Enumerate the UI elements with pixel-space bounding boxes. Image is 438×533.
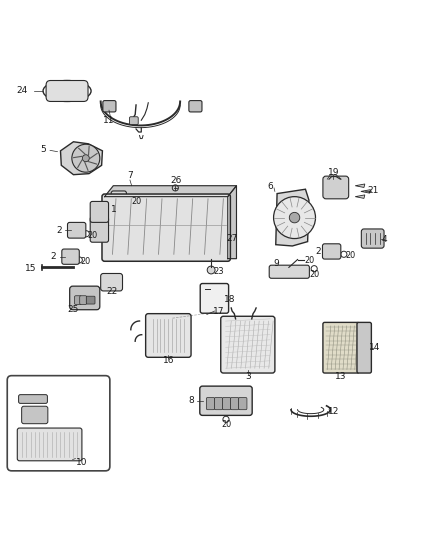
- Text: 2: 2: [56, 226, 62, 235]
- Circle shape: [113, 280, 117, 284]
- Circle shape: [24, 408, 32, 417]
- Text: 16: 16: [162, 356, 174, 365]
- Text: 18: 18: [224, 295, 236, 304]
- Text: 9: 9: [273, 259, 279, 268]
- FancyBboxPatch shape: [230, 398, 239, 410]
- FancyBboxPatch shape: [46, 80, 88, 101]
- Polygon shape: [355, 195, 365, 198]
- FancyBboxPatch shape: [206, 398, 215, 410]
- Text: 24: 24: [17, 86, 28, 95]
- Text: 17: 17: [213, 306, 225, 316]
- FancyBboxPatch shape: [103, 101, 116, 112]
- Circle shape: [208, 299, 211, 302]
- Circle shape: [220, 235, 226, 241]
- Circle shape: [207, 266, 215, 274]
- Polygon shape: [228, 185, 237, 259]
- FancyBboxPatch shape: [215, 398, 223, 410]
- Text: 27: 27: [226, 233, 238, 243]
- Text: 2: 2: [315, 247, 321, 256]
- Circle shape: [206, 302, 213, 309]
- Polygon shape: [276, 189, 309, 246]
- FancyBboxPatch shape: [223, 398, 231, 410]
- Text: 2: 2: [50, 253, 56, 261]
- Text: 11: 11: [103, 116, 115, 125]
- FancyBboxPatch shape: [189, 101, 202, 112]
- FancyBboxPatch shape: [102, 194, 230, 261]
- Circle shape: [82, 155, 89, 161]
- Text: 20: 20: [305, 256, 315, 265]
- FancyBboxPatch shape: [7, 376, 110, 471]
- Polygon shape: [355, 184, 365, 188]
- FancyBboxPatch shape: [200, 386, 252, 415]
- Circle shape: [289, 212, 300, 223]
- FancyBboxPatch shape: [269, 265, 309, 278]
- Text: 4: 4: [381, 235, 387, 244]
- Text: 21: 21: [367, 187, 378, 196]
- Circle shape: [274, 197, 315, 239]
- FancyBboxPatch shape: [111, 191, 127, 208]
- FancyBboxPatch shape: [323, 322, 359, 373]
- FancyBboxPatch shape: [90, 201, 109, 222]
- Text: 20: 20: [87, 231, 97, 239]
- FancyBboxPatch shape: [323, 176, 349, 199]
- Circle shape: [116, 197, 122, 203]
- Text: 7: 7: [127, 171, 133, 180]
- Polygon shape: [361, 190, 371, 193]
- Polygon shape: [105, 185, 237, 197]
- Text: 13: 13: [335, 372, 347, 381]
- FancyBboxPatch shape: [67, 222, 86, 238]
- FancyBboxPatch shape: [101, 273, 123, 291]
- FancyBboxPatch shape: [21, 406, 48, 424]
- Circle shape: [206, 297, 213, 304]
- Text: 15: 15: [25, 264, 36, 273]
- FancyBboxPatch shape: [357, 322, 371, 373]
- Text: 20: 20: [309, 270, 319, 279]
- Polygon shape: [60, 142, 102, 175]
- FancyBboxPatch shape: [62, 249, 79, 264]
- FancyBboxPatch shape: [80, 296, 87, 304]
- Text: 20: 20: [80, 257, 91, 266]
- Text: 10: 10: [76, 458, 88, 466]
- Text: 20: 20: [131, 197, 141, 206]
- FancyBboxPatch shape: [221, 316, 275, 373]
- Text: 20: 20: [221, 421, 231, 430]
- Text: 6: 6: [268, 182, 273, 191]
- Circle shape: [109, 280, 113, 284]
- FancyBboxPatch shape: [322, 244, 341, 259]
- Text: 23: 23: [214, 267, 224, 276]
- FancyBboxPatch shape: [17, 428, 82, 461]
- Text: 26: 26: [170, 175, 182, 184]
- Circle shape: [208, 304, 211, 307]
- FancyBboxPatch shape: [70, 286, 100, 310]
- FancyBboxPatch shape: [86, 296, 95, 304]
- Text: 1: 1: [110, 205, 116, 214]
- Text: 14: 14: [369, 343, 380, 352]
- FancyBboxPatch shape: [74, 296, 81, 304]
- Text: 3: 3: [245, 372, 251, 381]
- Text: 5: 5: [40, 145, 46, 154]
- Circle shape: [205, 287, 208, 291]
- FancyBboxPatch shape: [146, 313, 191, 357]
- FancyBboxPatch shape: [130, 117, 138, 125]
- Text: 19: 19: [328, 168, 339, 177]
- Circle shape: [105, 280, 109, 284]
- Text: 8: 8: [188, 396, 194, 405]
- Text: 20: 20: [345, 251, 355, 260]
- Text: 22: 22: [106, 287, 118, 296]
- FancyBboxPatch shape: [200, 284, 229, 313]
- Text: 12: 12: [328, 407, 339, 416]
- FancyBboxPatch shape: [361, 229, 384, 248]
- Text: 25: 25: [67, 305, 78, 314]
- FancyBboxPatch shape: [90, 217, 109, 242]
- FancyBboxPatch shape: [18, 394, 47, 403]
- FancyBboxPatch shape: [239, 398, 247, 410]
- Circle shape: [72, 144, 100, 172]
